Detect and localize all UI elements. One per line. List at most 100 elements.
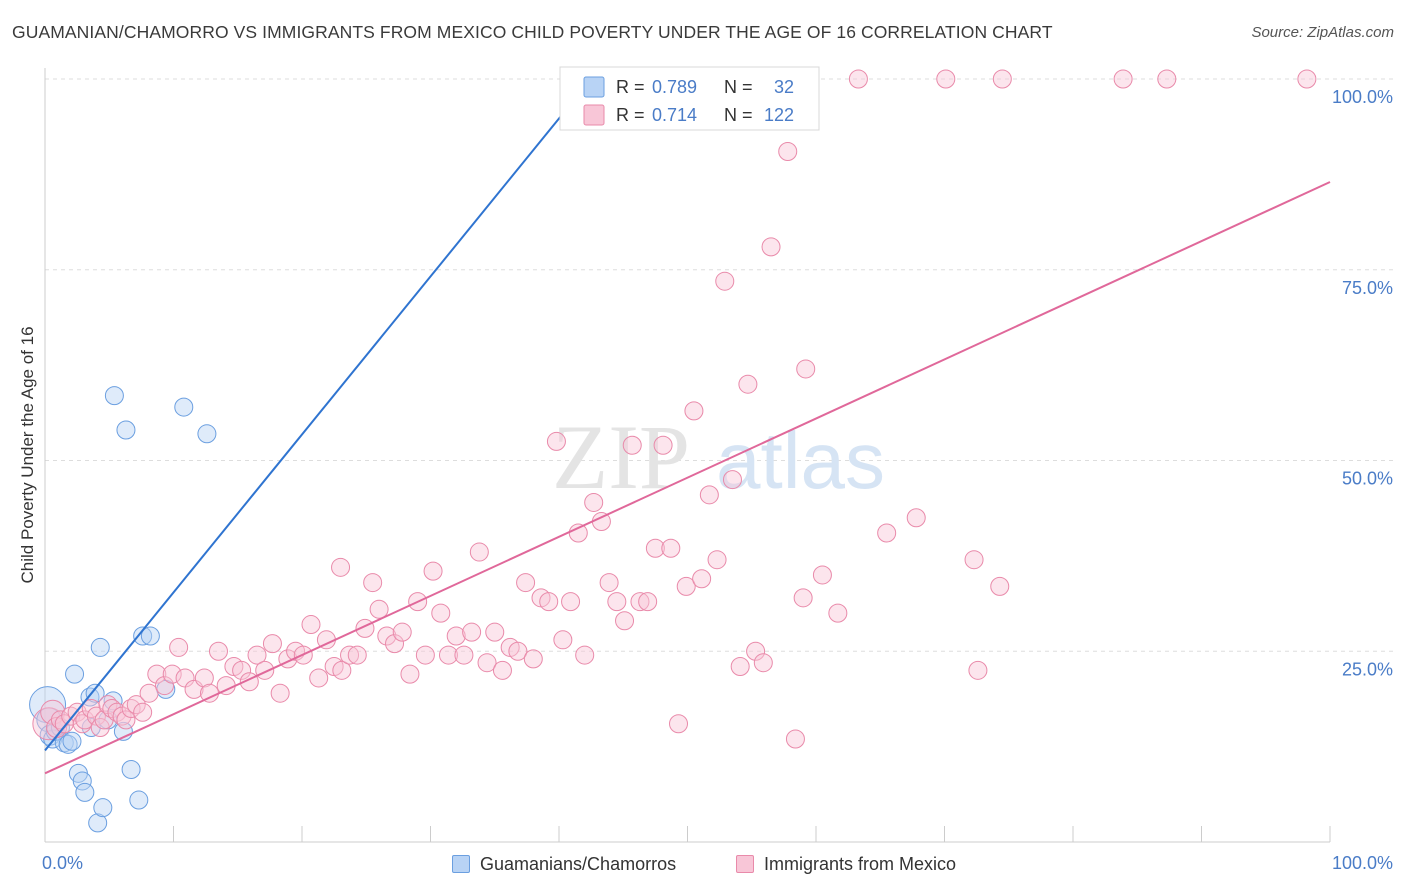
point-mexico xyxy=(848,69,868,89)
point-mexico xyxy=(262,634,282,654)
point-mexico xyxy=(761,237,781,257)
axes xyxy=(44,68,1331,843)
point-mexico xyxy=(102,698,122,718)
point-mexico xyxy=(431,603,451,623)
point-mexico xyxy=(438,645,458,665)
point-mexico xyxy=(661,538,681,558)
point-guamanian xyxy=(116,420,136,440)
point-guamanian xyxy=(129,790,149,810)
point-mexico xyxy=(392,622,412,642)
point-mexico xyxy=(699,485,719,505)
point-mexico xyxy=(331,557,351,577)
point-mexico xyxy=(1297,69,1317,89)
point-guamanian xyxy=(121,760,141,780)
stats-legend: R = 0.789 N = 32 R = 0.714 N = 122 xyxy=(559,66,820,131)
y-tick-label: 100.0% xyxy=(1332,87,1393,107)
point-mexico xyxy=(332,660,352,680)
point-mexico xyxy=(126,695,146,715)
point-mexico xyxy=(75,710,95,730)
point-guamanian xyxy=(75,782,95,802)
point-mexico xyxy=(936,69,956,89)
point-mexico xyxy=(653,435,673,455)
point-guamanian xyxy=(197,424,217,444)
point-mexico xyxy=(738,374,758,394)
point-mexico xyxy=(347,645,367,665)
point-mexico xyxy=(793,588,813,608)
stats-r-label: R = xyxy=(616,77,645,97)
point-mexico xyxy=(778,141,798,161)
point-mexico xyxy=(715,271,735,291)
point-mexico xyxy=(584,492,604,512)
legend-label-mexico: Immigrants from Mexico xyxy=(764,853,957,874)
point-mexico xyxy=(247,645,267,665)
point-mexico xyxy=(785,729,805,749)
tick-labels: 25.0% 50.0% 75.0% 100.0% 0.0% 100.0% xyxy=(42,87,1393,873)
legend-swatch-blue xyxy=(452,855,470,873)
point-mexico xyxy=(599,573,619,593)
point-mexico xyxy=(607,592,627,612)
point-mexico xyxy=(622,435,642,455)
point-mexico xyxy=(492,660,512,680)
point-guamanian xyxy=(72,771,92,791)
point-mexico xyxy=(385,634,405,654)
point-mexico xyxy=(553,630,573,650)
point-mexico xyxy=(369,599,389,619)
point-mexico xyxy=(485,622,505,642)
point-mexico xyxy=(139,683,159,703)
point-mexico xyxy=(469,542,489,562)
point-mexico xyxy=(561,592,581,612)
point-mexico xyxy=(462,622,482,642)
point-guamanian xyxy=(85,683,105,703)
legend-item-mexico: Immigrants from Mexico xyxy=(736,852,956,876)
point-mexico xyxy=(676,576,696,596)
point-mexico xyxy=(301,615,321,635)
point-mexico xyxy=(400,664,420,684)
point-mexico xyxy=(615,611,635,631)
point-guamanian xyxy=(88,813,108,833)
y-tick-label: 25.0% xyxy=(1342,659,1393,679)
point-mexico xyxy=(1113,69,1133,89)
point-mexico xyxy=(828,603,848,623)
point-mexico xyxy=(446,626,466,646)
point-mexico xyxy=(796,359,816,379)
watermark-atlas: atlas xyxy=(716,416,885,505)
point-mexico xyxy=(162,664,182,684)
point-mexico xyxy=(669,714,689,734)
point-mexico xyxy=(753,653,773,673)
point-mexico xyxy=(363,573,383,593)
y-tick-label: 75.0% xyxy=(1342,278,1393,298)
point-mexico xyxy=(516,573,536,593)
point-mexico xyxy=(454,645,474,665)
chart-title: GUAMANIAN/CHAMORRO VS IMMIGRANTS FROM ME… xyxy=(12,22,1053,42)
legend-item-guamanians: Guamanians/Chamorros xyxy=(452,852,676,876)
point-mexico xyxy=(508,641,528,661)
trend-line-mexico xyxy=(44,181,1331,775)
point-mexico xyxy=(638,592,658,612)
point-mexico xyxy=(812,565,832,585)
point-mexico xyxy=(684,401,704,421)
point-mexico xyxy=(155,676,175,696)
point-mexico xyxy=(906,508,926,528)
point-mexico xyxy=(722,470,742,490)
point-mexico xyxy=(523,649,543,669)
point-guamanian xyxy=(62,731,82,751)
point-guamanian xyxy=(104,386,124,406)
stats-r-label: R = xyxy=(616,105,645,125)
legend-label-guamanians: Guamanians/Chamorros xyxy=(480,853,677,874)
point-mexico xyxy=(1157,69,1177,89)
point-mexico xyxy=(730,657,750,677)
point-mexico xyxy=(746,641,766,661)
point-mexico xyxy=(692,569,712,589)
y-tick-label: 50.0% xyxy=(1342,469,1393,489)
point-mexico xyxy=(568,523,588,543)
point-guamanian xyxy=(58,734,78,754)
trend-lines xyxy=(44,78,1331,775)
point-mexico xyxy=(423,561,443,581)
point-guamanian xyxy=(174,397,194,417)
point-mexico xyxy=(546,431,566,451)
point-mexico xyxy=(377,626,397,646)
point-mexico xyxy=(309,668,329,688)
stats-n-label: N = xyxy=(724,105,753,125)
point-guamanian xyxy=(65,664,85,684)
point-mexico xyxy=(645,538,665,558)
